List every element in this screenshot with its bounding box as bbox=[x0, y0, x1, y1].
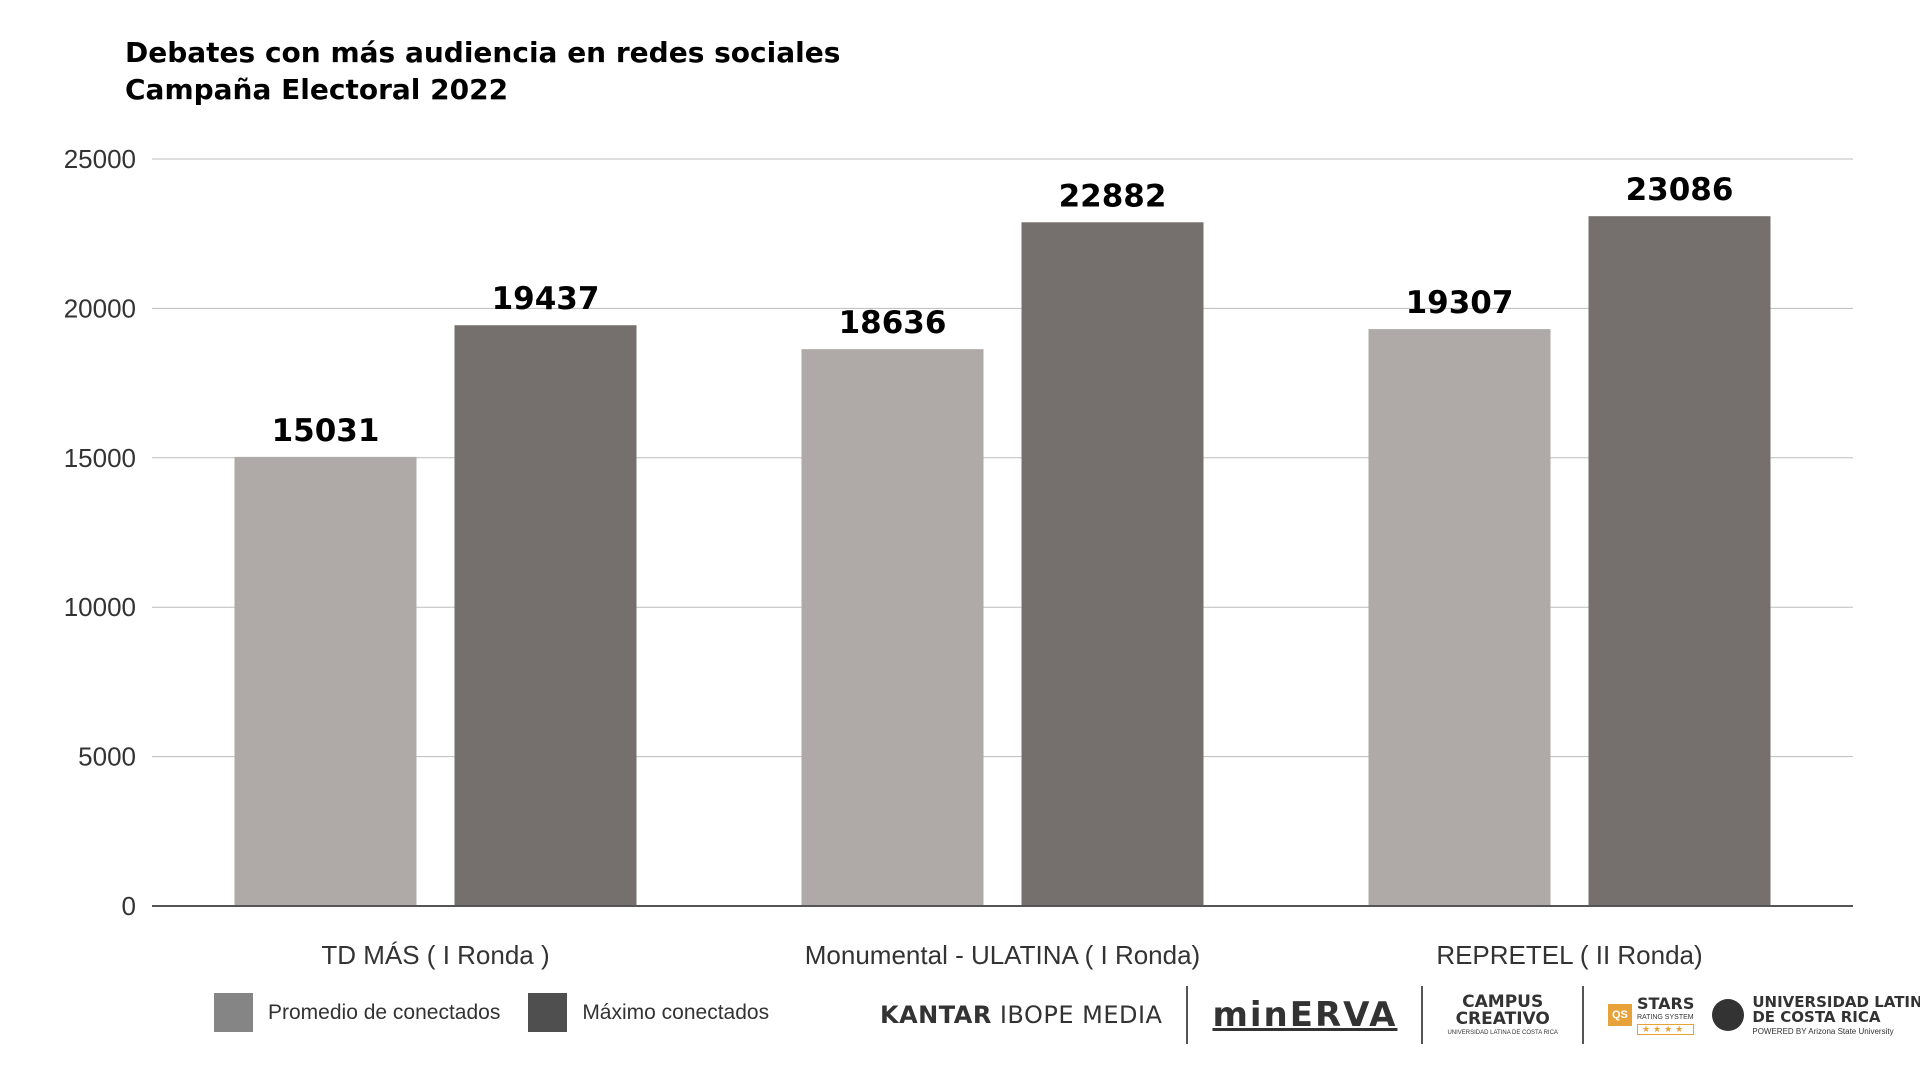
kantar-ibope-logo: KANTAR IBOPE MEDIA bbox=[880, 1001, 1162, 1029]
y-tick-label: 25000 bbox=[64, 144, 136, 174]
data-label: 15031 bbox=[272, 413, 380, 449]
legend-label-maximo: Máximo conectados bbox=[582, 1000, 770, 1024]
y-tick-label: 5000 bbox=[78, 742, 136, 772]
kantar-logo-light: IBOPE MEDIA bbox=[999, 1001, 1163, 1029]
ulatina-logo: UNIVERSIDAD LATINA DE COSTA RICA POWERED… bbox=[1712, 992, 1920, 1036]
bar bbox=[454, 325, 637, 907]
ulatina-line-2: DE COSTA RICA bbox=[1752, 1007, 1881, 1026]
qs-mark: QS bbox=[1607, 1004, 1632, 1026]
minerva-logo: minERVA bbox=[1212, 995, 1397, 1035]
y-tick-label: 10000 bbox=[64, 592, 136, 622]
campus-logo-line-2: CREATIVO bbox=[1455, 1009, 1550, 1029]
bar bbox=[1368, 329, 1551, 907]
qs-stars-logo: QS STARS RATING SYSTEM ★★★★ bbox=[1607, 993, 1695, 1035]
chart-title-line-1: Debates con más audiencia en redes socia… bbox=[125, 36, 841, 69]
logo-separator bbox=[1186, 986, 1189, 1044]
data-label: 19437 bbox=[492, 281, 600, 317]
y-tick-label: 20000 bbox=[64, 293, 136, 323]
x-tick-label: Monumental - ULATINA ( I Ronda) bbox=[805, 940, 1200, 970]
campus-creativo-logo: CAMPUS CREATIVO UNIVERSIDAD LATINA DE CO… bbox=[1447, 992, 1558, 1037]
ulatina-line-1: UNIVERSIDAD LATINA bbox=[1752, 992, 1920, 1011]
qs-rating-text: RATING SYSTEM bbox=[1636, 1013, 1694, 1021]
chart-title: Debates con más audiencia en redes socia… bbox=[125, 34, 840, 108]
x-tick-label: REPRETEL ( II Ronda) bbox=[1436, 940, 1702, 970]
plot-area: 0 5000 10000 15000 20000 25000 15031 19437 TD MÁ… bbox=[64, 144, 1853, 970]
globe-icon bbox=[1712, 999, 1745, 1031]
qs-stars-text: STARS bbox=[1636, 993, 1695, 1013]
bar bbox=[1021, 222, 1204, 907]
ulatina-small: POWERED BY Arizona State University bbox=[1752, 1026, 1894, 1036]
data-label: 18636 bbox=[839, 305, 947, 341]
data-label: 22882 bbox=[1059, 178, 1167, 214]
campus-logo-small: UNIVERSIDAD LATINA DE COSTA RICA bbox=[1447, 1030, 1558, 1036]
y-tick-label: 15000 bbox=[64, 443, 136, 473]
kantar-logo-bold: KANTAR bbox=[880, 1001, 992, 1029]
bar bbox=[801, 349, 984, 906]
x-tick-label: TD MÁS ( I Ronda ) bbox=[321, 940, 549, 970]
logo-separator bbox=[1421, 986, 1424, 1044]
data-label: 19307 bbox=[1406, 285, 1514, 321]
legend-swatch-promedio bbox=[214, 993, 253, 1032]
legend-item-maximo: Máximo conectados bbox=[528, 993, 769, 1032]
chart-title-line-2: Campaña Electoral 2022 bbox=[125, 73, 509, 106]
bar bbox=[1588, 216, 1771, 907]
logo-separator bbox=[1581, 986, 1584, 1044]
minerva-logo-text: minERVA bbox=[1212, 995, 1398, 1035]
legend-label-promedio: Promedio de conectados bbox=[268, 1000, 501, 1024]
sponsor-logos: KANTAR IBOPE MEDIA minERVA CAMPUS CREATI… bbox=[880, 985, 1920, 1045]
campus-logo-line-1: CAMPUS bbox=[1462, 992, 1544, 1012]
bar bbox=[234, 456, 417, 906]
legend-swatch-maximo bbox=[528, 993, 568, 1032]
legend-item-promedio: Promedio de conectados bbox=[214, 993, 500, 1032]
legend: Promedio de conectados Máximo conectados bbox=[214, 993, 797, 1032]
data-label: 23086 bbox=[1626, 172, 1734, 208]
y-tick-label: 0 bbox=[122, 891, 136, 921]
qs-star-row: ★★★★ bbox=[1636, 1023, 1695, 1035]
